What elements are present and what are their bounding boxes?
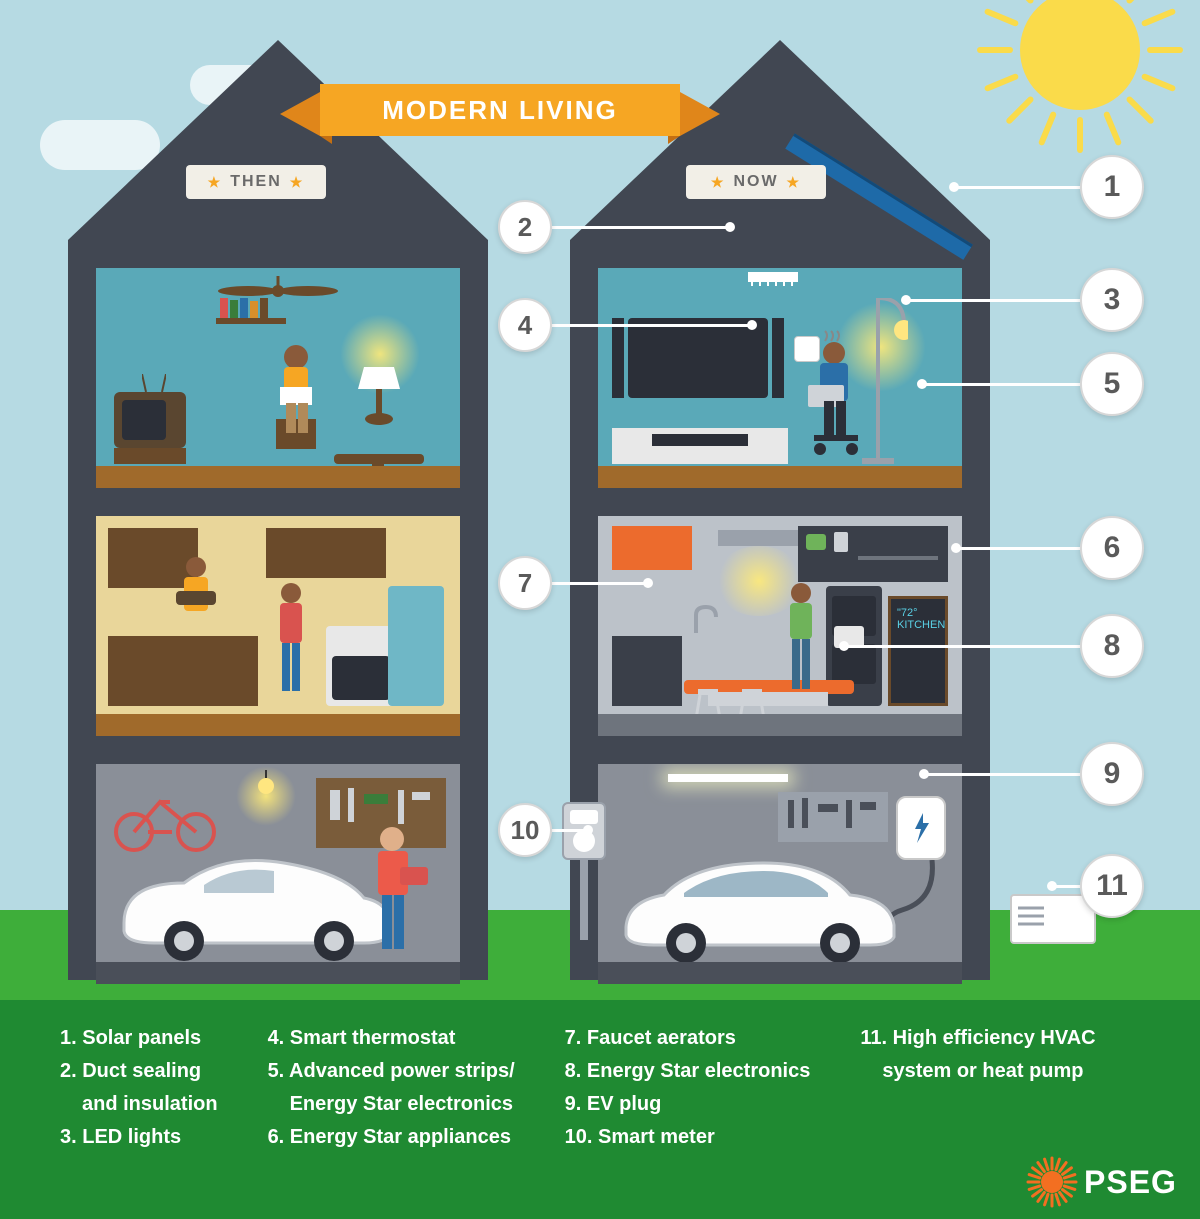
room-then-living: [96, 268, 460, 488]
range-hood-icon: [718, 530, 798, 546]
lower-cabinet-icon: [612, 636, 682, 706]
counter-icon: [108, 636, 258, 706]
books-icon: [220, 298, 282, 323]
sunburst-icon: [1032, 1162, 1072, 1202]
person-standing-icon: [266, 581, 316, 706]
led-strip-icon: [668, 774, 788, 782]
legend-item: 6. Energy Star appliances: [268, 1123, 515, 1152]
room-then-garage: [96, 764, 460, 984]
room-now-garage: [598, 764, 962, 984]
legend-item: 11. High efficiency HVAC: [860, 1024, 1095, 1053]
person-mechanic-icon: [356, 823, 436, 968]
tag-then: ★ THEN ★: [186, 165, 326, 199]
legend-item: 10. Smart meter: [565, 1123, 811, 1152]
smart-display-icon: "72°KITCHEN: [888, 596, 948, 706]
title-text: MODERN LIVING: [320, 84, 680, 136]
person-reading-icon: [256, 339, 336, 464]
floor-dark: [598, 962, 962, 984]
callout-4: 4: [498, 298, 552, 352]
callout-7: 7: [498, 556, 552, 610]
person-laptop-icon: [786, 339, 876, 464]
tv-stand-icon: [114, 448, 186, 464]
floor-grey: [598, 714, 962, 736]
table-lamp-icon: [354, 367, 404, 432]
media-console-icon: [612, 428, 788, 464]
speaker-icon: [612, 318, 624, 398]
callout-8: 8: [1080, 614, 1144, 678]
person-cooking-icon: [166, 555, 226, 640]
cabinet-icon: [266, 528, 386, 578]
bulb-icon: [258, 770, 274, 801]
car-ev-icon: [614, 845, 904, 970]
sink-faucet-icon: [690, 605, 720, 640]
callout-3: 3: [1080, 268, 1144, 332]
meter-pole-icon: [580, 860, 588, 940]
crt-tv-icon: [114, 392, 186, 448]
roof-then: [68, 40, 488, 240]
legend-item: 4. Smart thermostat: [268, 1024, 515, 1053]
legend-item: 2. Duct sealing: [60, 1057, 218, 1086]
legend: 1. Solar panels 2. Duct sealing and insula…: [60, 1024, 1096, 1152]
room-then-kitchen: [96, 516, 460, 736]
brand-logo: PSEG: [1032, 1162, 1177, 1202]
open-shelf-icon: [798, 526, 948, 582]
roof-now: [570, 40, 990, 240]
floor-grey: [598, 466, 962, 488]
legend-item: 5. Advanced power strips/: [268, 1057, 515, 1086]
infographic-stage: "72°KITCHEN: [0, 0, 1200, 1219]
car-classic-icon: [114, 843, 394, 968]
brand-label: PSEG: [1084, 1164, 1177, 1201]
speaker-icon: [772, 318, 784, 398]
banner-tail-right-icon: [680, 92, 720, 136]
person-kitchen-icon: [774, 581, 828, 706]
callout-6: 6: [1080, 516, 1144, 580]
tag-now: ★ NOW ★: [686, 165, 826, 199]
legend-item: system or heat pump: [860, 1057, 1095, 1086]
floor-dark: [96, 962, 460, 984]
tag-then-label: THEN: [230, 173, 282, 191]
callout-10: 10: [498, 803, 552, 857]
legend-item: and insulation: [60, 1090, 218, 1119]
star-icon: ★: [711, 174, 726, 191]
floor-wood: [96, 466, 460, 488]
title-label: MODERN LIVING: [382, 95, 617, 126]
sun-icon: [970, 0, 1190, 165]
star-icon: ★: [290, 174, 305, 191]
banner-tail-left-icon: [280, 92, 320, 136]
stove-icon: [326, 626, 396, 706]
callout-11: 11: [1080, 854, 1144, 918]
callout-1: 1: [1080, 155, 1144, 219]
star-icon: ★: [208, 174, 223, 191]
room-now-kitchen: "72°KITCHEN: [598, 516, 962, 736]
legend-item: 1. Solar panels: [60, 1024, 218, 1053]
cabinet-orange-icon: [612, 526, 692, 570]
flat-tv-icon: [628, 318, 768, 398]
legend-item: 9. EV plug: [565, 1090, 811, 1119]
legend-item: 3. LED lights: [60, 1123, 218, 1152]
tag-now-label: NOW: [733, 173, 778, 191]
duct-vent-icon: [748, 272, 798, 282]
title-banner: MODERN LIVING: [280, 84, 720, 136]
callout-2: 2: [498, 200, 552, 254]
legend-item: 7. Faucet aerators: [565, 1024, 811, 1053]
legend-item: 8. Energy Star electronics: [565, 1057, 811, 1086]
callout-9: 9: [1080, 742, 1144, 806]
legend-item: Energy Star electronics: [268, 1090, 515, 1119]
tools-icon: [784, 796, 882, 843]
star-icon: ★: [787, 174, 802, 191]
floor-wood: [96, 714, 460, 736]
callout-5: 5: [1080, 352, 1144, 416]
fridge-icon: [388, 586, 444, 706]
